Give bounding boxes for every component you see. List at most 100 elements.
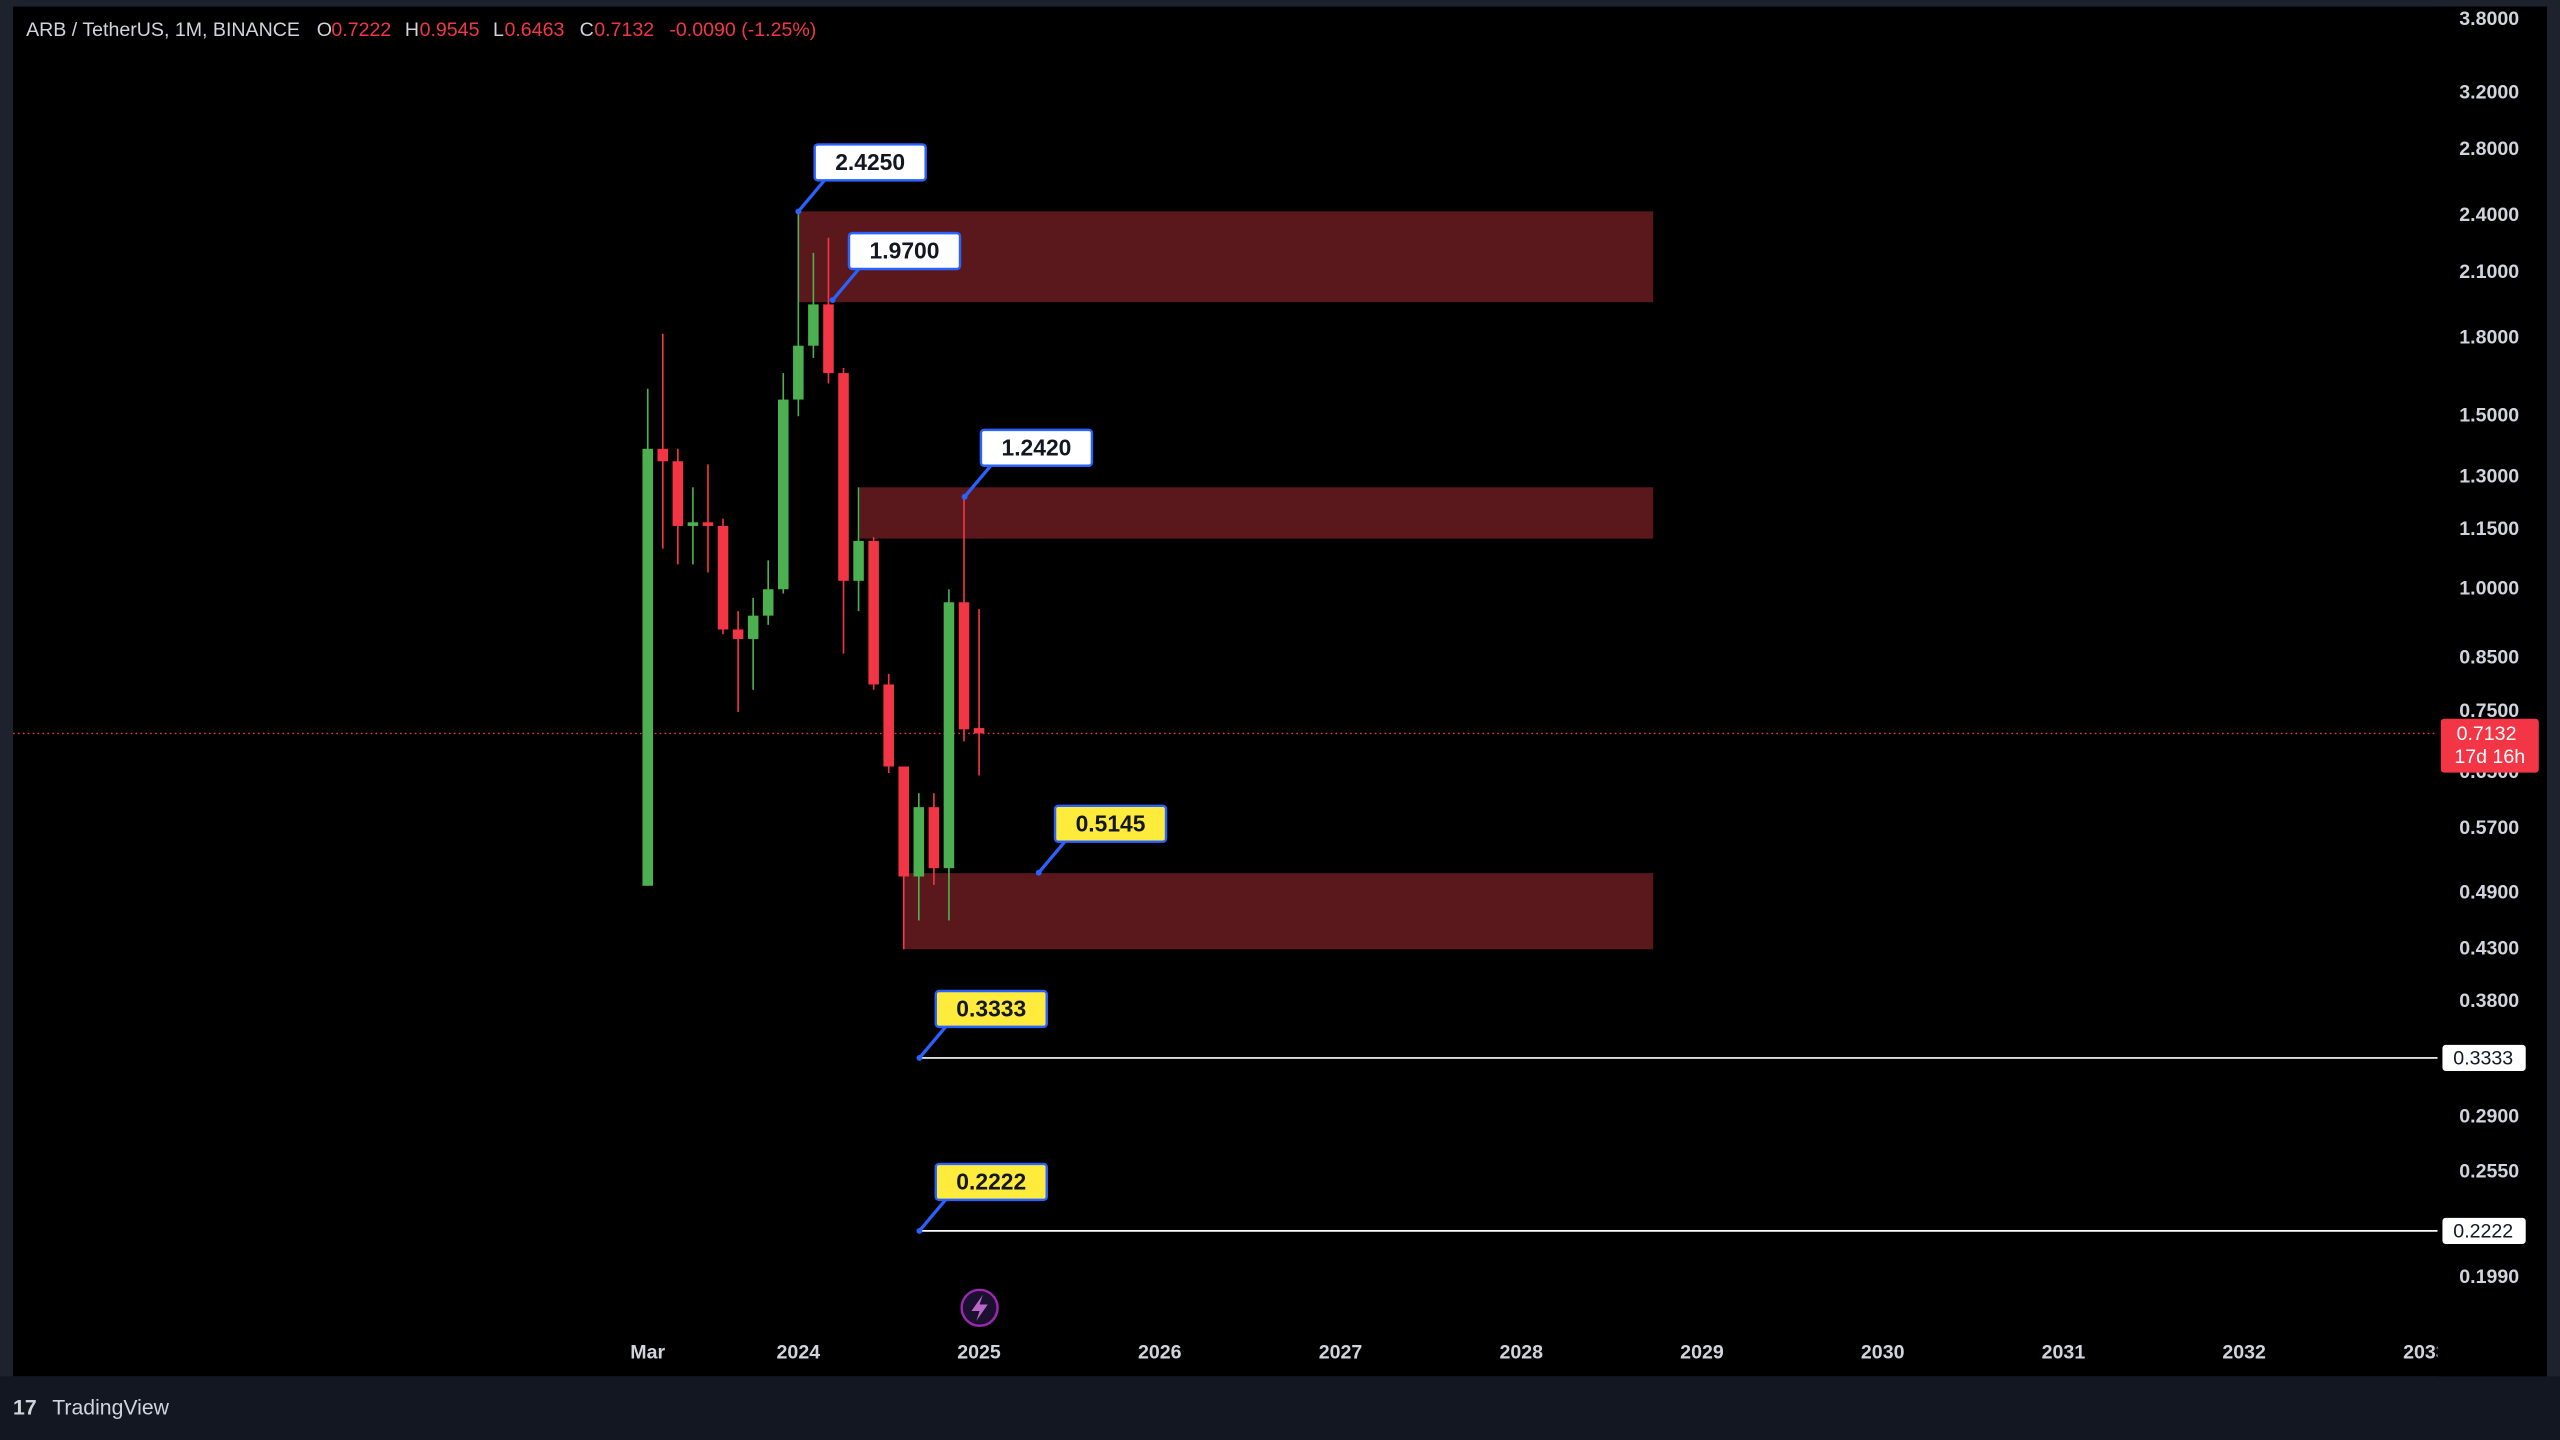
candle-body xyxy=(702,522,714,526)
close-letter: C xyxy=(580,19,594,41)
candle-body xyxy=(793,345,804,400)
callout-label: 1.2420 xyxy=(1002,434,1072,460)
zone xyxy=(859,487,1654,539)
brand: 17 TradingView xyxy=(13,1397,170,1420)
candle-body xyxy=(928,807,940,869)
y-tick-label: 0.8500 xyxy=(2459,647,2519,669)
x-tick-label: 2026 xyxy=(1138,1342,1182,1364)
price-axis xyxy=(2437,6,2547,1377)
callout-pointer xyxy=(918,1198,947,1232)
y-tick-label: 2.8000 xyxy=(2459,138,2519,160)
y-tick-label: 0.2550 xyxy=(2459,1160,2519,1182)
low-value: 0.6463 xyxy=(504,19,564,41)
x-tick-label: 2028 xyxy=(1499,1342,1543,1364)
symbol-title: ARB / TetherUS, 1M, BINANCE xyxy=(26,19,300,41)
callout-pointer xyxy=(1037,840,1067,874)
callout-label: 0.2222 xyxy=(956,1169,1026,1195)
candle-body xyxy=(717,525,729,630)
plot-area: 2.4250 1.9700 1.2420 0.5145 0.3333 0.2222 Mar 2… xyxy=(13,143,2447,1364)
candle-body xyxy=(762,589,774,616)
header: ARB / TetherUS, 1M, BINANCE O 0.7222 H 0… xyxy=(26,19,816,41)
last-price-box xyxy=(2440,718,2539,773)
high-value: 0.9545 xyxy=(420,19,480,41)
callout-anchor xyxy=(795,208,802,215)
x-tick-label: 2032 xyxy=(2222,1342,2266,1364)
candle-body xyxy=(808,304,819,346)
y-tick-label: 0.4300 xyxy=(2459,937,2519,959)
candle-body xyxy=(672,461,684,526)
low-letter: L xyxy=(493,19,504,41)
candle-body xyxy=(883,684,894,767)
y-tick-label: 0.3800 xyxy=(2459,990,2519,1012)
callout-box xyxy=(813,143,927,182)
y-tick-label: 1.8000 xyxy=(2459,327,2519,349)
callout-label: 1.9700 xyxy=(870,238,940,264)
callout-label: 0.3333 xyxy=(956,996,1026,1022)
icon-bolt xyxy=(971,1294,988,1321)
candle-body xyxy=(838,373,849,581)
y-tick-label: 0.7500 xyxy=(2459,700,2519,722)
callout-label: 0.5145 xyxy=(1076,810,1146,836)
y-tick-label: 1.0000 xyxy=(2459,577,2519,599)
callout-box xyxy=(934,1162,1048,1202)
open-value: 0.7222 xyxy=(331,19,391,41)
candle-body xyxy=(898,766,910,877)
candle-body xyxy=(732,629,744,639)
candle-body xyxy=(943,602,955,869)
callout-pointer xyxy=(963,464,992,498)
x-tick-label: 2030 xyxy=(1861,1342,1905,1364)
x-tick-label: 2029 xyxy=(1680,1342,1724,1364)
candle-body xyxy=(958,602,970,730)
candle-body xyxy=(687,522,699,526)
close-value: 0.7132 xyxy=(594,19,654,41)
callout-anchor xyxy=(916,1054,923,1061)
callout-box xyxy=(847,231,962,271)
x-tick-label: 2031 xyxy=(2042,1342,2086,1364)
y-tick-label: 0.4900 xyxy=(2459,882,2519,904)
y-tick-label: 2.1000 xyxy=(2459,261,2519,283)
callout-box xyxy=(934,989,1048,1029)
lightning-icon xyxy=(960,1288,999,1327)
countdown: 17d 16h xyxy=(2454,746,2525,768)
x-tick-label: 2033 xyxy=(2403,1342,2447,1364)
callout-pointer xyxy=(831,267,861,302)
callout-anchor xyxy=(1035,869,1042,876)
y-tick-label: 0.5700 xyxy=(2459,817,2519,839)
callout-anchor xyxy=(829,297,836,303)
x-tick-label: 2024 xyxy=(777,1342,821,1364)
callout-anchor xyxy=(961,493,968,500)
brand-logo: 17 xyxy=(13,1397,37,1420)
candle-body xyxy=(657,448,669,462)
y-tick-label: 1.5000 xyxy=(2459,404,2519,426)
candle-body xyxy=(868,540,879,685)
callout-anchor xyxy=(916,1227,923,1234)
y-tick-label: 3.2000 xyxy=(2459,81,2519,103)
y-tick-label: 2.4000 xyxy=(2459,204,2519,226)
brand-name: TradingView xyxy=(52,1397,169,1420)
zone xyxy=(903,873,1654,950)
y-tick-label: 0.2900 xyxy=(2459,1105,2519,1127)
y-tick-label: 0.1990 xyxy=(2459,1266,2519,1288)
callout-box xyxy=(979,428,1094,468)
y-tick-label: 1.1500 xyxy=(2459,518,2519,540)
high-letter: H xyxy=(405,19,419,41)
x-tick-label: 2025 xyxy=(957,1342,1001,1364)
y-tick-label: 3.8000 xyxy=(2459,8,2519,30)
candle-body xyxy=(823,304,834,374)
y-tick-label: 1.3000 xyxy=(2459,466,2519,488)
candle-body xyxy=(642,448,653,886)
level-axis-label: 0.2222 xyxy=(2453,1221,2513,1243)
candle-body xyxy=(913,807,925,877)
x-tick-label: Mar xyxy=(630,1342,665,1364)
level-axis-box xyxy=(2442,1217,2526,1244)
price-axis-labels: 3.8000 3.2000 2.8000 2.4000 2.1000 1.8000 1.50… xyxy=(2440,8,2539,1288)
candle-body xyxy=(747,615,759,639)
open-letter: O xyxy=(317,19,332,41)
candle-body xyxy=(778,399,789,590)
callout-pointer xyxy=(918,1025,947,1059)
callout-box xyxy=(1053,804,1168,843)
footer xyxy=(0,1376,2560,1440)
last-price-label: 0.7132 xyxy=(2457,723,2517,745)
